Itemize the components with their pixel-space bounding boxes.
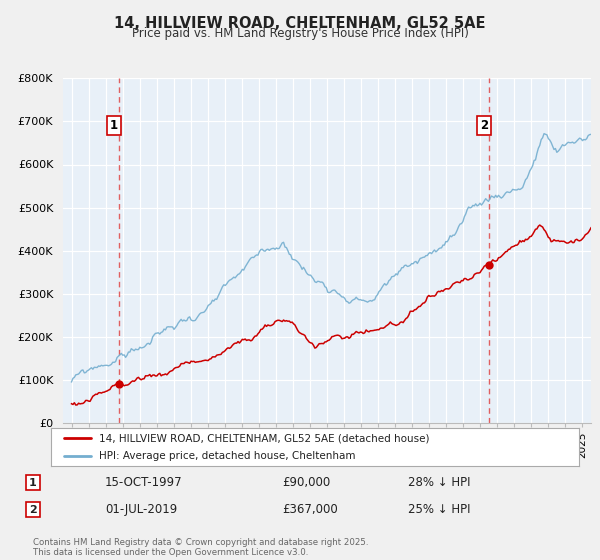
Text: Contains HM Land Registry data © Crown copyright and database right 2025.
This d: Contains HM Land Registry data © Crown c… xyxy=(33,538,368,557)
Text: 2: 2 xyxy=(479,119,488,132)
Text: 14, HILLVIEW ROAD, CHELTENHAM, GL52 5AE: 14, HILLVIEW ROAD, CHELTENHAM, GL52 5AE xyxy=(114,16,486,31)
Text: 25% ↓ HPI: 25% ↓ HPI xyxy=(408,503,470,516)
Text: 15-OCT-1997: 15-OCT-1997 xyxy=(105,476,182,489)
Text: 1: 1 xyxy=(29,478,37,488)
Text: HPI: Average price, detached house, Cheltenham: HPI: Average price, detached house, Chel… xyxy=(98,451,355,461)
Text: Price paid vs. HM Land Registry's House Price Index (HPI): Price paid vs. HM Land Registry's House … xyxy=(131,27,469,40)
Text: 28% ↓ HPI: 28% ↓ HPI xyxy=(408,476,470,489)
Text: 14, HILLVIEW ROAD, CHELTENHAM, GL52 5AE (detached house): 14, HILLVIEW ROAD, CHELTENHAM, GL52 5AE … xyxy=(98,433,429,443)
Text: £90,000: £90,000 xyxy=(282,476,330,489)
Text: 2: 2 xyxy=(29,505,37,515)
Text: £367,000: £367,000 xyxy=(282,503,338,516)
Text: 01-JUL-2019: 01-JUL-2019 xyxy=(105,503,177,516)
Text: 1: 1 xyxy=(110,119,118,132)
